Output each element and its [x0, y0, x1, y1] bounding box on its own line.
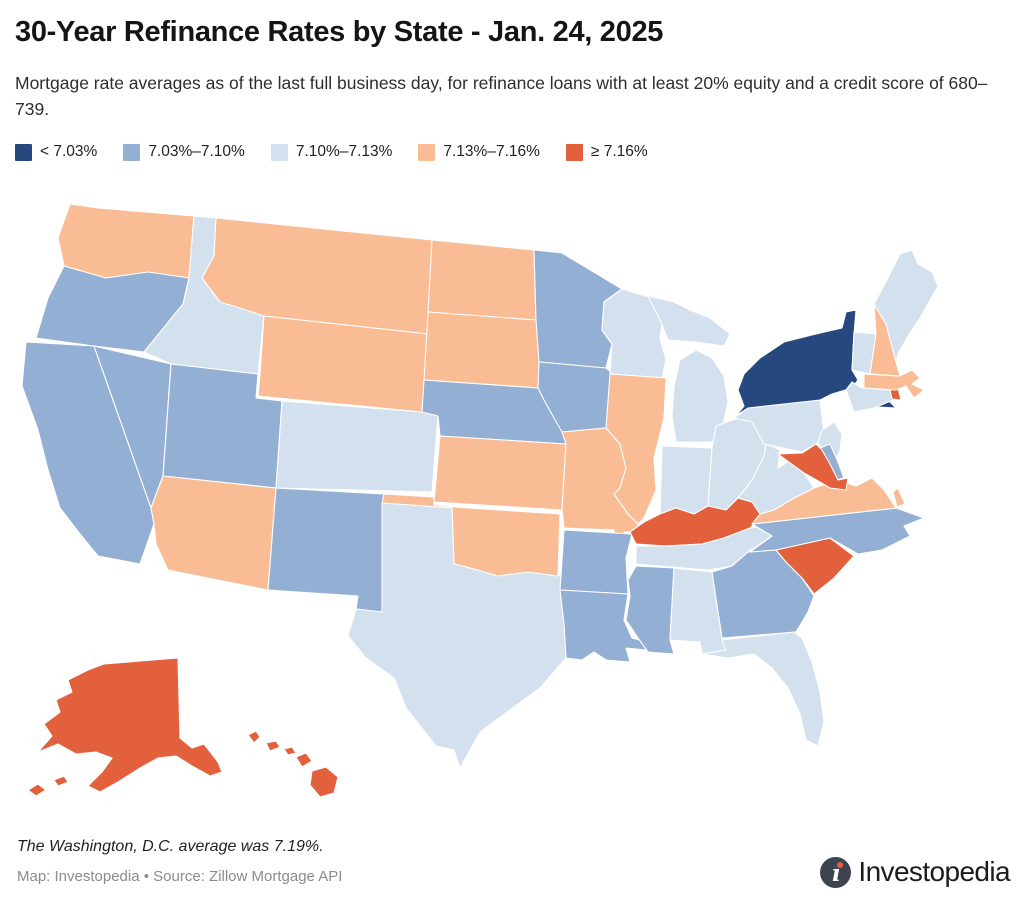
attribution: Map: Investopedia • Source: Zillow Mortg… [17, 868, 343, 885]
logo-orange-dot [837, 861, 844, 868]
page-title: 30-Year Refinance Rates by State - Jan. … [15, 16, 664, 48]
state-MD[interactable] [777, 443, 849, 491]
investopedia-logo-icon: ı [820, 856, 852, 888]
legend-item-4: 7.13%–7.16% [418, 143, 540, 161]
legend-swatch-cat2 [123, 143, 141, 161]
legend-item-5: ≥ 7.16% [565, 143, 648, 161]
state-ME[interactable] [873, 249, 939, 363]
legend: < 7.03% 7.03%–7.10% 7.10%–7.13% 7.13%–7.… [15, 143, 648, 161]
state-IL[interactable] [605, 373, 667, 525]
state-FL[interactable] [701, 631, 825, 747]
legend-label-cat3: 7.10%–7.13% [295, 143, 393, 160]
page-subtitle: Mortgage rate averages as of the last fu… [15, 73, 988, 120]
logo-text: Investopedia [858, 856, 1010, 887]
legend-swatch-cat3 [270, 143, 288, 161]
state-SC[interactable] [775, 537, 855, 595]
state-TX[interactable] [347, 502, 569, 769]
state-AK[interactable] [27, 657, 223, 797]
investopedia-logo: ı Investopedia [820, 856, 1011, 888]
legend-swatch-cat1 [15, 143, 32, 161]
legend-label-cat4: 7.13%–7.16% [443, 143, 540, 160]
state-ND[interactable] [427, 239, 537, 321]
legend-label-cat5: ≥ 7.16% [590, 143, 648, 160]
state-SD[interactable] [423, 311, 546, 389]
state-MA[interactable] [863, 369, 925, 399]
state-LA[interactable] [559, 589, 649, 663]
state-IN[interactable] [659, 445, 713, 515]
us-map [21, 203, 939, 798]
dc-note: The Washington, D.C. average was 7.19%. [17, 838, 324, 855]
legend-swatch-cat4 [418, 143, 436, 161]
state-WA[interactable] [57, 203, 195, 279]
legend-label-cat1: < 7.03% [40, 143, 98, 160]
state-AZ[interactable] [150, 475, 277, 591]
logo-i-glyph: ı [831, 859, 841, 887]
state-HI[interactable] [247, 730, 339, 798]
state-NM[interactable] [267, 487, 385, 613]
state-AR[interactable] [559, 529, 633, 595]
state-KS[interactable] [433, 435, 567, 511]
legend-item-3: 7.10%–7.13% [270, 143, 393, 161]
legend-swatch-cat5 [565, 143, 583, 161]
us-choropleth-map [8, 192, 1016, 825]
legend-label-cat2: 7.03%–7.10% [148, 143, 245, 160]
legend-item-2: 7.03%–7.10% [123, 143, 245, 161]
state-CO[interactable] [275, 400, 439, 493]
legend-item-1: < 7.03% [15, 143, 97, 161]
state-WY[interactable] [257, 315, 429, 413]
